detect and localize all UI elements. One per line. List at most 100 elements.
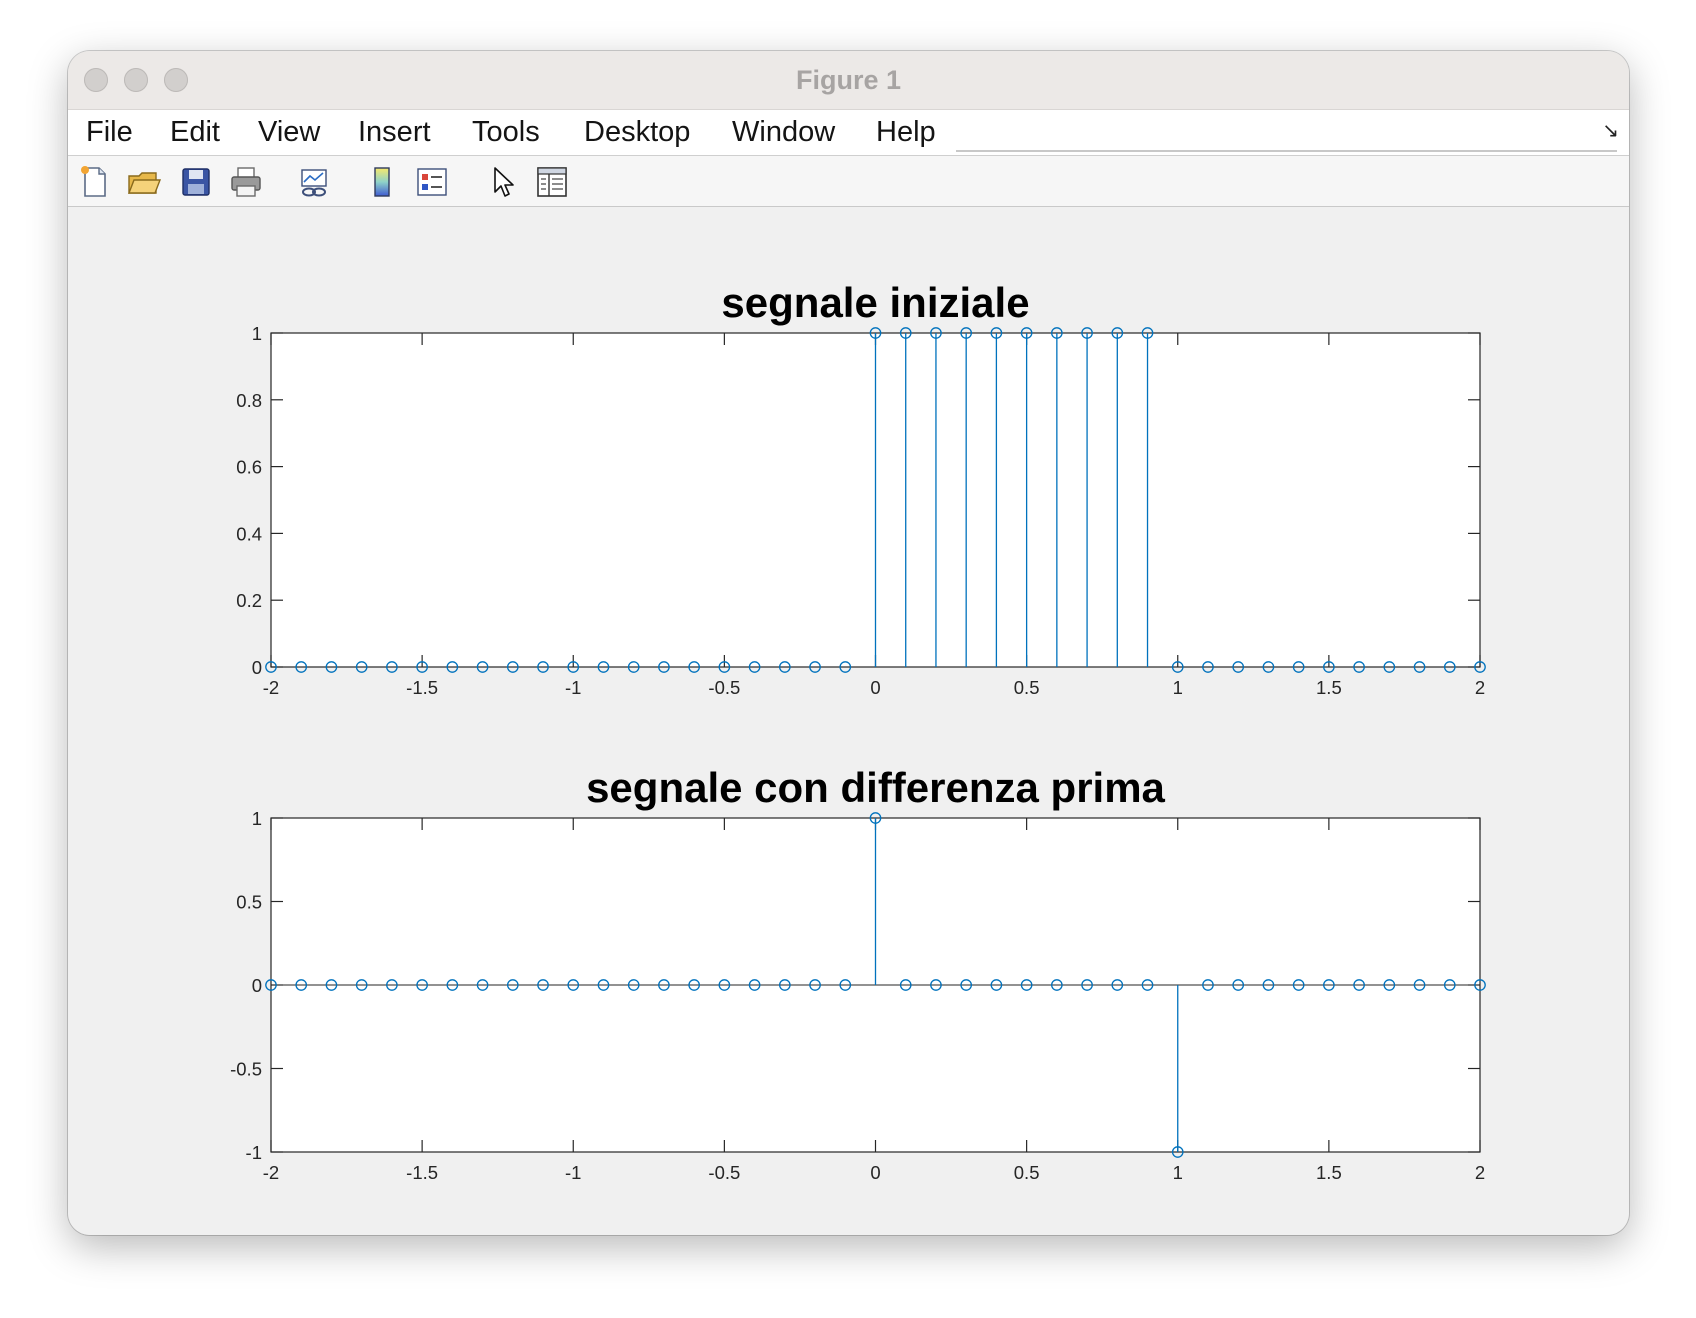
stem-marker[interactable] <box>627 979 640 991</box>
minimize-window-button[interactable] <box>124 68 148 92</box>
stem-marker[interactable] <box>1292 979 1305 991</box>
stem-marker[interactable] <box>1292 661 1305 673</box>
stem-marker[interactable] <box>1383 661 1396 673</box>
stem-marker[interactable] <box>688 979 701 991</box>
stem-marker[interactable] <box>748 661 761 673</box>
save-icon[interactable] <box>178 164 214 200</box>
zoom-window-button[interactable] <box>164 68 188 92</box>
stem-marker[interactable] <box>1383 979 1396 991</box>
axes-1[interactable]: segnale iniziale -2 -1.5 -1 -0.5 0 0.5 1 1.5 2 0 0.… <box>236 279 1486 698</box>
stem-marker[interactable] <box>1081 979 1093 991</box>
stem-marker[interactable] <box>809 661 821 673</box>
menu-edit[interactable]: Edit <box>170 116 220 148</box>
menu-window[interactable]: Window <box>732 116 836 148</box>
stem-marker[interactable] <box>506 979 519 991</box>
stem-marker[interactable] <box>1020 327 1033 339</box>
stem-marker[interactable] <box>809 979 821 991</box>
stem-marker[interactable] <box>1141 979 1154 991</box>
stem-marker[interactable] <box>386 979 398 991</box>
stem-marker[interactable] <box>1323 979 1335 991</box>
print-icon[interactable] <box>228 164 264 200</box>
stem-marker[interactable] <box>1443 661 1456 673</box>
stem-marker[interactable] <box>960 327 973 339</box>
stem-marker[interactable] <box>839 661 852 673</box>
stem-marker[interactable] <box>1323 661 1335 673</box>
stem-marker[interactable] <box>1413 979 1426 991</box>
menu-help[interactable]: Help <box>876 116 936 148</box>
stem-marker[interactable] <box>1081 327 1093 339</box>
stem-marker[interactable] <box>1232 979 1245 991</box>
stem-marker[interactable] <box>658 661 670 673</box>
stem-marker[interactable] <box>1171 661 1184 673</box>
stem-marker[interactable] <box>1141 327 1154 339</box>
stem-marker[interactable] <box>446 661 459 673</box>
stem-marker[interactable] <box>688 661 701 673</box>
stem-marker[interactable] <box>1353 661 1365 673</box>
new-figure-icon[interactable] <box>76 164 112 200</box>
edit-plot-pointer-icon[interactable] <box>484 164 520 200</box>
stem-marker[interactable] <box>476 979 489 991</box>
stem-marker[interactable] <box>416 979 428 991</box>
title-bar[interactable]: Figure 1 <box>68 51 1629 110</box>
colorbar-icon[interactable] <box>364 164 400 200</box>
stem-marker[interactable] <box>1353 979 1365 991</box>
stem-marker[interactable] <box>597 979 610 991</box>
stem-marker[interactable] <box>1111 327 1124 339</box>
stem-marker[interactable] <box>718 979 731 991</box>
stem-marker[interactable] <box>899 979 912 991</box>
stem-marker[interactable] <box>718 661 731 673</box>
stem-marker[interactable] <box>1050 327 1063 339</box>
stem-marker[interactable] <box>355 661 368 673</box>
stem-marker[interactable] <box>1202 979 1214 991</box>
link-plot-icon[interactable] <box>296 164 332 200</box>
stem-marker[interactable] <box>1262 661 1275 673</box>
stem-marker[interactable] <box>627 661 640 673</box>
stem-marker[interactable] <box>265 661 277 673</box>
stem-marker[interactable] <box>960 979 973 991</box>
stem-marker[interactable] <box>990 327 1003 339</box>
stem-marker[interactable] <box>506 661 519 673</box>
stem-marker[interactable] <box>325 661 338 673</box>
stem-marker[interactable] <box>295 979 308 991</box>
menu-file[interactable]: File <box>86 116 133 148</box>
stem-marker[interactable] <box>386 661 398 673</box>
stem-marker[interactable] <box>537 661 549 673</box>
stem-marker[interactable] <box>1262 979 1275 991</box>
stem-marker[interactable] <box>899 327 912 339</box>
stem-marker[interactable] <box>1050 979 1063 991</box>
stem-marker[interactable] <box>446 979 459 991</box>
stem-marker[interactable] <box>265 979 277 991</box>
open-file-icon[interactable] <box>126 164 162 200</box>
stem-marker[interactable] <box>295 661 308 673</box>
stem-marker[interactable] <box>537 979 549 991</box>
stem-marker[interactable] <box>1202 661 1214 673</box>
stem-marker[interactable] <box>416 661 428 673</box>
menu-desktop[interactable]: Desktop <box>584 116 691 148</box>
stem-marker[interactable] <box>325 979 338 991</box>
stem-marker[interactable] <box>930 979 942 991</box>
stem-marker[interactable] <box>1020 979 1033 991</box>
stem-marker[interactable] <box>1413 661 1426 673</box>
figure-canvas[interactable]: segnale iniziale -2 -1.5 -1 -0.5 0 0.5 1 1.5 2 0 0.… <box>68 207 1629 1235</box>
stem-marker[interactable] <box>869 327 882 339</box>
stem-marker[interactable] <box>778 979 791 991</box>
stem-marker[interactable] <box>567 661 580 673</box>
stem-marker[interactable] <box>748 979 761 991</box>
stem-marker[interactable] <box>1474 661 1486 673</box>
stem-marker[interactable] <box>839 979 852 991</box>
menu-tools[interactable]: Tools <box>472 116 540 148</box>
stem-marker[interactable] <box>355 979 368 991</box>
menu-insert[interactable]: Insert <box>358 116 431 148</box>
stem-marker[interactable] <box>1111 979 1124 991</box>
legend-icon[interactable] <box>414 164 450 200</box>
stem-marker[interactable] <box>597 661 610 673</box>
stem-marker[interactable] <box>778 661 791 673</box>
stem-marker[interactable] <box>476 661 489 673</box>
property-inspector-icon[interactable] <box>534 164 570 200</box>
stem-marker[interactable] <box>1171 1146 1184 1158</box>
axes-2[interactable]: segnale con differenza prima -2 -1.5 -1 -0.5… <box>230 764 1486 1183</box>
stem-marker[interactable] <box>567 979 580 991</box>
stem-marker[interactable] <box>1443 979 1456 991</box>
stem-marker[interactable] <box>930 327 942 339</box>
stem-marker[interactable] <box>1232 661 1245 673</box>
